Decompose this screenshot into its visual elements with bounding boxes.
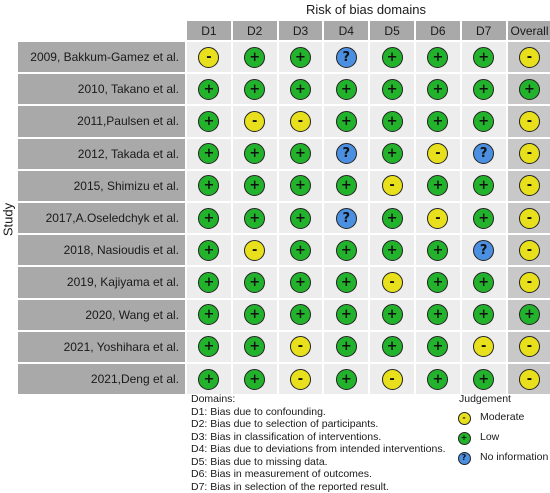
study-label: 2021, Yoshihara et al.: [17, 331, 186, 363]
low-risk-icon: +: [382, 143, 403, 164]
study-label: 2017,A.Oseledchyk et al.: [17, 202, 186, 234]
low-risk-icon: +: [427, 369, 448, 390]
low-risk-icon: +: [336, 240, 357, 261]
moderate-risk-icon: -: [290, 111, 311, 132]
low-risk-icon: +: [336, 272, 357, 293]
low-risk-icon: +: [198, 208, 219, 229]
domain-definition-4: D4: Bias due to deviations from intended…: [191, 443, 445, 456]
low-risk-icon: +: [244, 208, 265, 229]
no-information-icon: ?: [473, 240, 494, 261]
study-label: 2020, Wang et al.: [17, 299, 186, 331]
legend-label-low: Low: [480, 431, 499, 443]
domain-definition-6: D6: Bias in measurement of outcomes.: [191, 468, 445, 481]
domain-header-d5: D5: [369, 20, 415, 41]
domain-header-d4: D4: [323, 20, 369, 41]
study-label: 2011,Paulsen et al.: [17, 105, 186, 137]
domains-legend: Domains: D1: Bias due to confounding. D2…: [191, 393, 445, 493]
domain-header-d7: D7: [461, 20, 507, 41]
low-risk-icon: +: [198, 369, 219, 390]
study-label: 2018, Nasioudis et al.: [17, 234, 186, 266]
domain-header-d1: D1: [186, 20, 232, 41]
low-risk-icon: +: [336, 304, 357, 325]
legend-low-icon: +: [458, 432, 471, 445]
moderate-risk-icon: -: [382, 272, 403, 293]
low-risk-icon: +: [427, 47, 448, 68]
domains-legend-heading: Domains:: [191, 393, 445, 406]
low-risk-icon: +: [336, 79, 357, 100]
domain-definition-5: D5: Bias due to missing data.: [191, 456, 445, 469]
study-label: 2010, Takano et al.: [17, 73, 186, 105]
domain-definition-7: D7: Bias in selection of the reported re…: [191, 481, 445, 493]
moderate-risk-icon: -: [244, 240, 265, 261]
domain-definition-3: D3: Bias in classification of interventi…: [191, 431, 445, 444]
overall-judgement-icon: -: [519, 272, 540, 293]
legend-label-no-information: No information: [480, 451, 548, 463]
moderate-risk-icon: -: [382, 175, 403, 196]
low-risk-icon: +: [244, 369, 265, 390]
low-risk-icon: +: [290, 272, 311, 293]
no-information-icon: ?: [336, 143, 357, 164]
low-risk-icon: +: [336, 369, 357, 390]
study-label: 2015, Shimizu et al.: [17, 170, 186, 202]
overall-judgement-icon: -: [519, 208, 540, 229]
judgement-legend-heading: Judgement: [459, 393, 511, 405]
no-information-icon: ?: [336, 47, 357, 68]
low-risk-icon: +: [382, 47, 403, 68]
domain-definition-1: D1: Bias due to confounding.: [191, 406, 445, 419]
legend-label-moderate: Moderate: [480, 411, 524, 423]
low-risk-icon: +: [382, 336, 403, 357]
figure-title: Risk of bias domains: [185, 2, 547, 17]
legend-no-information-icon: ?: [458, 452, 471, 465]
low-risk-icon: +: [244, 47, 265, 68]
moderate-risk-icon: -: [198, 47, 219, 68]
low-risk-icon: +: [290, 47, 311, 68]
no-information-icon: ?: [336, 208, 357, 229]
low-risk-icon: +: [336, 111, 357, 132]
overall-judgement-icon: -: [519, 369, 540, 390]
moderate-risk-icon: -: [427, 208, 448, 229]
legend-moderate-icon: -: [458, 412, 471, 425]
low-risk-icon: +: [290, 208, 311, 229]
domain-definition-2: D2: Bias due to selection of participant…: [191, 418, 445, 431]
moderate-risk-icon: -: [382, 369, 403, 390]
low-risk-icon: +: [473, 79, 494, 100]
low-risk-icon: +: [473, 369, 494, 390]
study-label: 2012, Takada et al.: [17, 138, 186, 170]
domain-header-d6: D6: [415, 20, 461, 41]
low-risk-icon: +: [382, 111, 403, 132]
overall-judgement-icon: -: [519, 47, 540, 68]
y-axis-label: Study: [1, 194, 16, 246]
low-risk-icon: +: [473, 47, 494, 68]
overall-judgement-icon: -: [519, 111, 540, 132]
domain-header-d3: D3: [278, 20, 324, 41]
low-risk-icon: +: [382, 240, 403, 261]
low-risk-icon: +: [382, 79, 403, 100]
overall-header: Overall: [507, 20, 550, 41]
judgement-legend: Judgement -Moderate + Low? No information: [452, 393, 548, 483]
study-label: 2019, Kajiyama et al.: [17, 266, 186, 298]
low-risk-icon: +: [473, 208, 494, 229]
low-risk-icon: +: [382, 208, 403, 229]
moderate-risk-icon: -: [290, 369, 311, 390]
study-label: 2021,Deng et al.: [17, 363, 186, 395]
low-risk-icon: +: [244, 79, 265, 100]
study-label: 2009, Bakkum-Gamez et al.: [17, 41, 186, 73]
y-axis-label-wrap: Study: [0, 190, 16, 250]
overall-judgement-icon: +: [519, 79, 540, 100]
overall-judgement-icon: -: [519, 240, 540, 261]
low-risk-icon: +: [382, 304, 403, 325]
low-risk-icon: +: [290, 240, 311, 261]
domain-header-d2: D2: [232, 20, 278, 41]
low-risk-icon: +: [290, 79, 311, 100]
